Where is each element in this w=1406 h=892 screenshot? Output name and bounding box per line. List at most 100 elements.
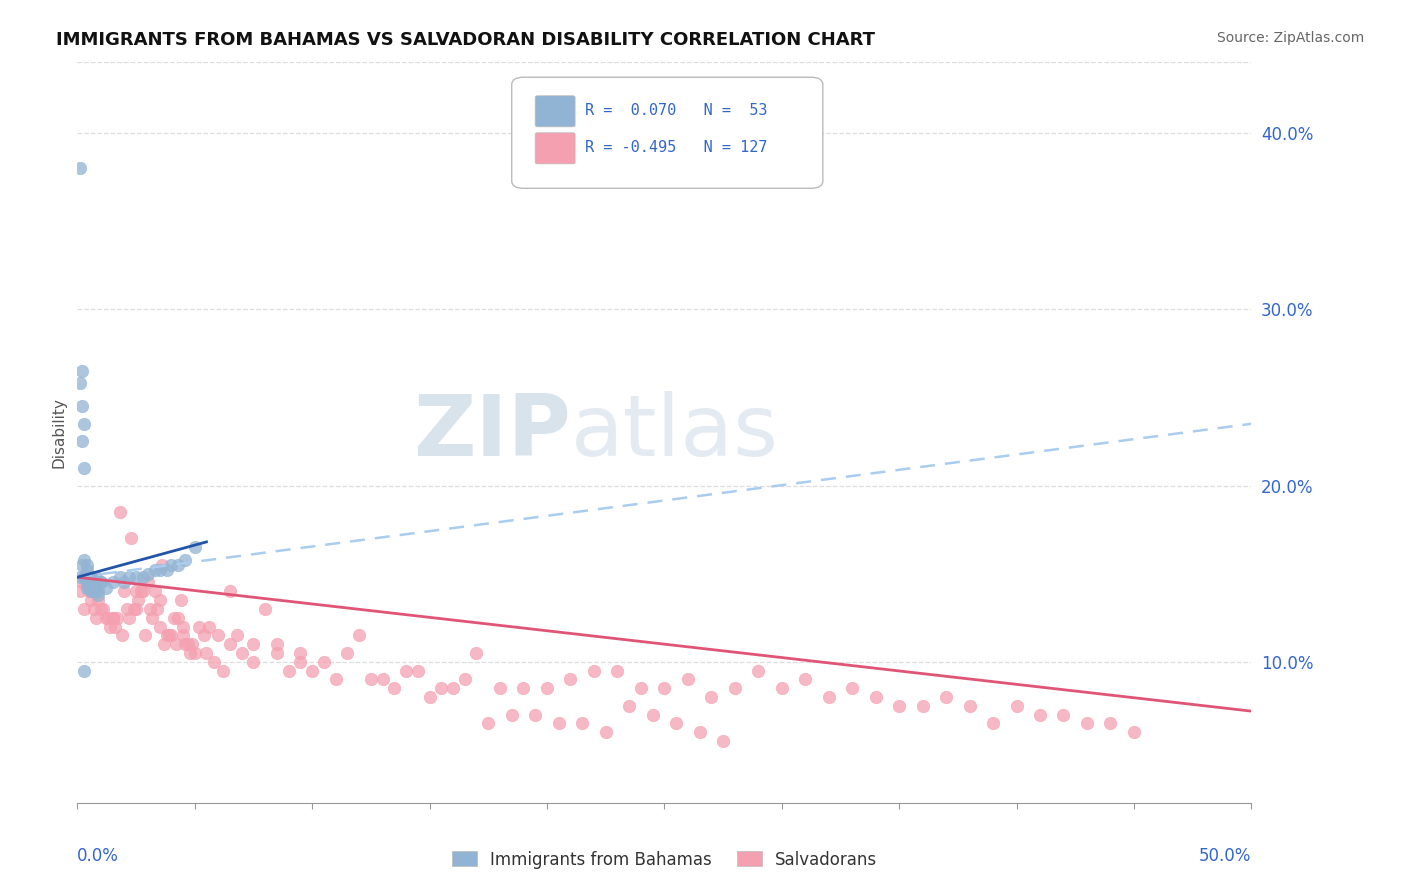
Point	[112, 575, 135, 590]
Point	[146, 602, 169, 616]
Point	[101, 610, 124, 624]
Point	[73, 570, 96, 584]
Point	[652, 681, 676, 696]
Point	[524, 707, 547, 722]
Point	[489, 681, 512, 696]
Point	[347, 628, 370, 642]
Point	[83, 584, 105, 599]
Point	[202, 655, 225, 669]
Point	[382, 681, 405, 696]
Point	[747, 664, 769, 678]
Point	[889, 698, 911, 713]
Point	[80, 575, 103, 590]
Point	[148, 563, 170, 577]
Point	[143, 584, 166, 599]
Point	[90, 575, 112, 590]
Point	[176, 637, 198, 651]
Point	[419, 690, 441, 704]
Point	[125, 584, 148, 599]
Point	[560, 673, 582, 687]
Point	[112, 584, 135, 599]
Point	[69, 584, 91, 599]
Point	[676, 673, 699, 687]
Point	[70, 558, 93, 572]
Point	[290, 655, 312, 669]
Point	[183, 646, 207, 660]
Point	[125, 570, 148, 584]
Point	[641, 707, 664, 722]
Point	[841, 681, 863, 696]
Point	[700, 690, 723, 704]
Point	[477, 716, 499, 731]
Point	[179, 646, 201, 660]
Point	[87, 593, 110, 607]
Point	[105, 610, 128, 624]
Point	[108, 570, 131, 584]
Point	[266, 646, 288, 660]
Point	[512, 681, 534, 696]
Point	[136, 575, 159, 590]
Point	[724, 681, 747, 696]
Point	[160, 558, 183, 572]
FancyBboxPatch shape	[512, 78, 823, 188]
Point	[465, 646, 488, 660]
Point	[155, 563, 177, 577]
Point	[76, 558, 98, 572]
Point	[689, 725, 711, 739]
Point	[183, 540, 207, 554]
Point	[162, 610, 184, 624]
Point	[118, 570, 141, 584]
Point	[77, 575, 100, 590]
Y-axis label: Disability: Disability	[51, 397, 66, 468]
Point	[104, 619, 127, 633]
Point	[195, 646, 218, 660]
Text: 0.0%: 0.0%	[77, 847, 120, 865]
Point	[70, 575, 93, 590]
Point	[84, 581, 107, 595]
Point	[127, 593, 149, 607]
Point	[911, 698, 934, 713]
Point	[101, 610, 124, 624]
Point	[242, 637, 264, 651]
Point	[87, 588, 110, 602]
Point	[134, 628, 156, 642]
Point	[290, 646, 312, 660]
Point	[83, 575, 105, 590]
Point	[266, 637, 288, 651]
FancyBboxPatch shape	[536, 133, 575, 164]
Point	[97, 610, 120, 624]
Point	[226, 628, 249, 642]
Point	[231, 646, 253, 660]
Point	[547, 716, 569, 731]
Point	[141, 610, 163, 624]
Point	[132, 570, 155, 584]
Text: R = -0.495   N = 127: R = -0.495 N = 127	[585, 140, 768, 155]
Point	[80, 570, 103, 584]
Point	[90, 602, 112, 616]
Point	[395, 664, 418, 678]
Text: Source: ZipAtlas.com: Source: ZipAtlas.com	[1216, 31, 1364, 45]
Point	[80, 593, 103, 607]
Point	[157, 628, 180, 642]
Point	[69, 161, 91, 176]
Point	[441, 681, 464, 696]
Point	[360, 673, 382, 687]
Point	[665, 716, 688, 731]
Point	[69, 570, 91, 584]
Point	[501, 707, 523, 722]
Point	[1005, 698, 1028, 713]
Point	[406, 664, 429, 678]
Point	[80, 570, 103, 584]
FancyBboxPatch shape	[536, 95, 575, 127]
Point	[94, 610, 117, 624]
Point	[219, 637, 242, 651]
Point	[181, 637, 204, 651]
Point	[70, 434, 93, 449]
Point	[617, 698, 640, 713]
Point	[150, 558, 173, 572]
Legend: Immigrants from Bahamas, Salvadorans: Immigrants from Bahamas, Salvadorans	[451, 850, 877, 869]
Point	[571, 716, 593, 731]
Point	[122, 602, 145, 616]
Point	[454, 673, 477, 687]
Point	[83, 584, 105, 599]
